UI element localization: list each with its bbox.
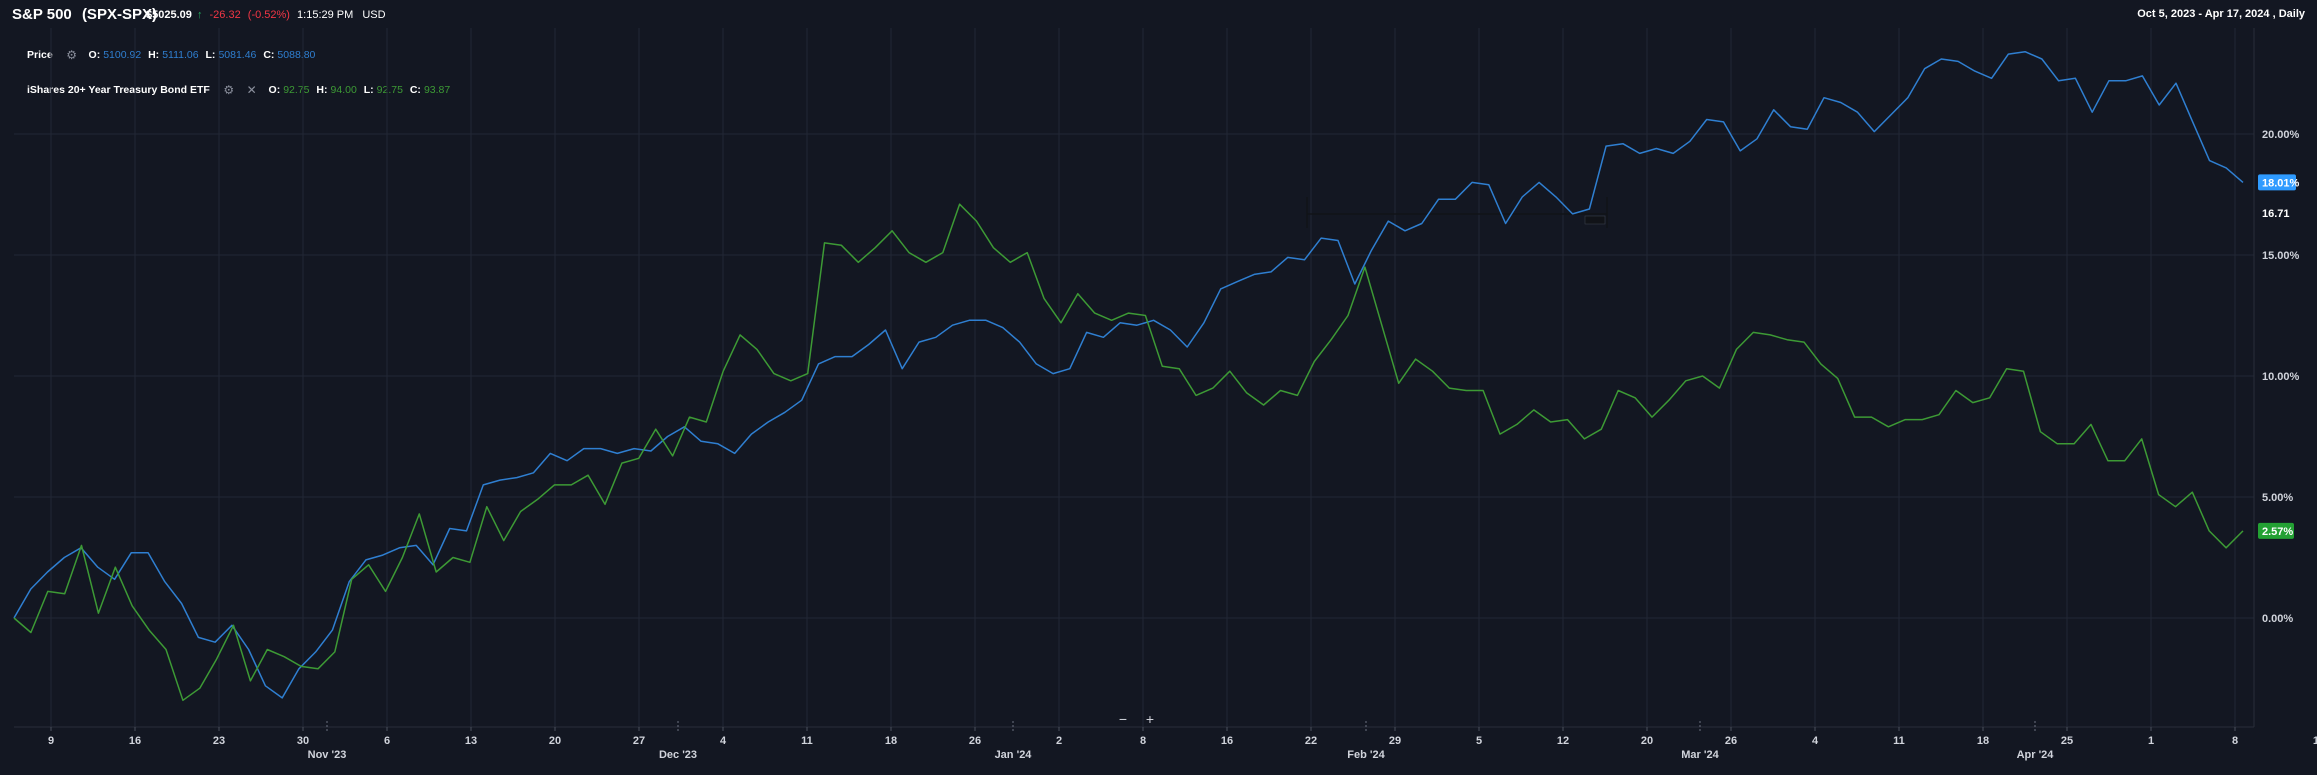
x-tick-label: 11 [1893, 735, 1905, 747]
quote-line: $5025.09 ↑ -26.32 (-0.52%) 1:15:29 PM US… [146, 9, 390, 21]
arrow-up-icon: ↑ [196, 9, 203, 21]
x-tick-label: 4 [1812, 735, 1819, 747]
series-line-spx [13, 50, 2244, 699]
x-tick-label: 12 [1557, 735, 1569, 747]
x-tick-label: 23 [213, 735, 225, 747]
top-bar: S&P 500 (SPX-SPX) $5025.09 ↑ -26.32 (-0.… [0, 0, 2317, 28]
x-tick-label: 30 [297, 735, 309, 747]
x-tick-label: 5 [1476, 735, 1482, 747]
x-tick-label: 27 [633, 735, 645, 747]
price-close: 5088.80 [277, 49, 316, 61]
x-tick-label: 20 [549, 735, 561, 747]
quote-time: 1:15:29 PM [297, 9, 354, 21]
tlt-low: 92.75 [376, 84, 403, 96]
x-tick-label: 2 [1056, 735, 1062, 747]
x-tick-label: 16 [129, 735, 141, 747]
tlt-last-value-label: 2.57% [2262, 526, 2293, 538]
x-tick-label: 9 [48, 735, 54, 747]
crosshair-value-label: 16.71 [2262, 208, 2290, 220]
last-price: $5025.09 [146, 9, 192, 21]
tlt-close: 93.87 [423, 84, 451, 96]
price-low: 5081.46 [218, 49, 257, 61]
date-range[interactable]: Oct 5, 2023 - Apr 17, 2024 , Daily [2137, 8, 2305, 20]
x-tick-label: 15 [2313, 735, 2317, 747]
y-tick-label: 0.00% [2262, 613, 2293, 625]
close-icon[interactable]: ✕ [246, 83, 257, 98]
x-tick-label: 6 [384, 735, 390, 747]
x-tick-label: 8 [1140, 735, 1146, 747]
legend-price-label: Price [27, 49, 53, 61]
y-tick-label: 5.00% [2262, 492, 2293, 504]
spx-last-value-label: 18.01% [2262, 177, 2300, 189]
price-change-pct: (-0.52%) [247, 9, 290, 21]
month-tick-label: Feb '24 [1347, 749, 1385, 761]
legend-price: Price ⚙ O: 5100.92 H: 5111.06 L: 5081.46 C:… [27, 48, 316, 63]
x-tick-label: 29 [1389, 735, 1401, 747]
price-labels: 18.01% 2.57% 16.71 [2258, 174, 2300, 539]
x-tick-label: 13 [465, 735, 477, 747]
legend-tlt: iShares 20+ Year Treasury Bond ETF ⚙ ✕ O… [27, 83, 451, 98]
y-tick-label: 15.00% [2262, 250, 2300, 262]
month-tick-label: Mar '24 [1681, 749, 1719, 761]
chart-title: S&P 500 (SPX-SPX) [12, 6, 157, 23]
grid [14, 28, 2254, 727]
month-tick-label: Jan '24 [995, 749, 1033, 761]
gear-icon[interactable]: ⚙ [66, 48, 77, 63]
series-lines [13, 50, 2244, 702]
x-tick-label: 18 [1977, 735, 1989, 747]
price-change: -26.32 [209, 9, 241, 21]
measure-tool[interactable] [1306, 197, 1608, 228]
price-high: 5111.06 [162, 49, 199, 61]
month-tick-label: Apr '24 [2017, 749, 2055, 761]
crosshair-label-bg [2258, 205, 2290, 221]
x-axis: 9 16 23 30 6 13 20 27 4 11 18 26 2 8 16 22 29 5 12 20 26 4 11 1… [14, 721, 2317, 761]
zoom-in-button[interactable]: + [1145, 711, 1155, 727]
x-tick-label: 20 [1641, 735, 1653, 747]
x-tick-label: 11 [801, 735, 813, 747]
price-open: 5100.92 [103, 49, 142, 61]
x-tick-label: 1 [2148, 735, 2154, 747]
zoom-out-button[interactable]: − [1118, 711, 1128, 727]
y-tick-label: 20.00% [2262, 129, 2300, 141]
tlt-high: 94.00 [330, 84, 357, 96]
x-tick-label: 8 [2232, 735, 2238, 747]
x-tick-label: 25 [2061, 735, 2073, 747]
month-tick-label: Nov '23 [308, 749, 347, 761]
month-tick-label: Dec '23 [659, 749, 697, 761]
symbol-name: S&P 500 [12, 6, 72, 23]
y-axis: 0.00% 5.00% 10.00% 15.00% 20.00% [2253, 28, 2300, 727]
x-tick-label: 26 [1725, 735, 1737, 747]
gear-icon[interactable]: ⚙ [223, 83, 235, 98]
y-tick-label: 10.00% [2262, 371, 2300, 383]
x-tick-label: 4 [720, 735, 727, 747]
legend-tlt-label: iShares 20+ Year Treasury Bond ETF [27, 84, 210, 96]
x-tick-label: 16 [1221, 735, 1233, 747]
x-tick-label: 22 [1305, 735, 1317, 747]
series-line-tlt [13, 203, 2244, 702]
spx-last-value-label-bg [2258, 174, 2296, 191]
x-tick-label: 26 [969, 735, 981, 747]
x-tick-label: 18 [885, 735, 897, 747]
tlt-last-value-label-bg [2258, 522, 2294, 539]
currency: USD [362, 9, 386, 21]
symbol-ticker: (SPX-SPX) [81, 6, 157, 23]
